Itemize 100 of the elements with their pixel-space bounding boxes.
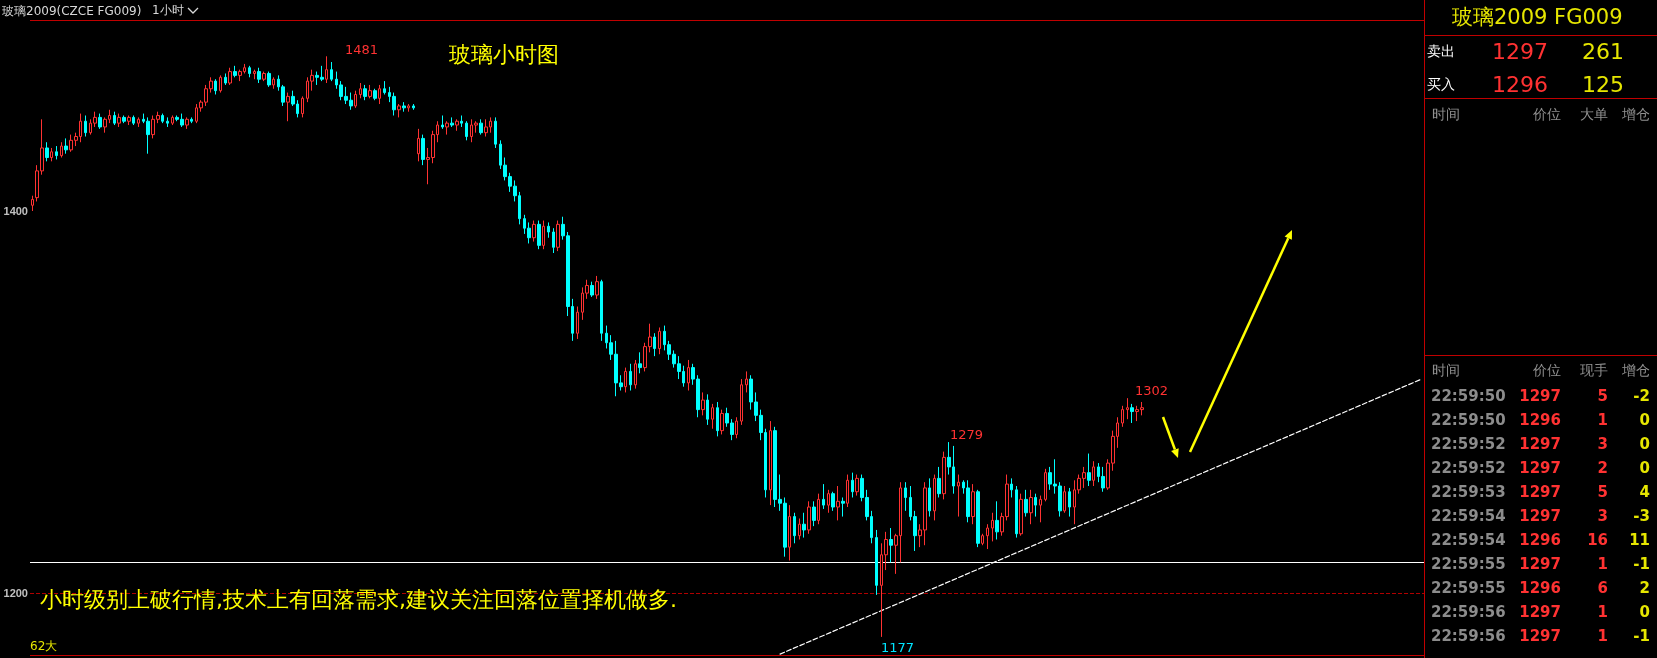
text: 1296 [1519,578,1561,597]
candlestick [55,145,58,160]
text: 2 [1597,458,1608,477]
candlestick [624,367,627,393]
text: 1297 [1519,506,1561,525]
candlestick [720,409,724,435]
candlestick [185,116,189,130]
candlestick [841,496,845,518]
candlestick [1029,489,1033,525]
candlestick [378,84,381,105]
candlestick [851,472,854,498]
candlestick [60,141,63,159]
candlestick [798,517,801,540]
candlestick [132,115,135,126]
text: 玻璃小时图 [449,41,559,67]
candlestick [233,65,237,78]
candlestick [590,281,594,298]
text: 1 [1597,602,1608,621]
candlestick [171,115,174,126]
candlestick [966,479,970,523]
candlestick [928,477,931,518]
candlestick [64,137,68,155]
candlestick [658,327,661,355]
candlestick [1039,495,1042,523]
candlestick [788,504,791,561]
text: 4 [1639,482,1650,501]
candlestick [802,512,806,539]
candlestick [117,113,121,128]
text: 22:59:56 [1431,602,1506,621]
text: 0 [1639,602,1650,621]
candlestick [363,84,367,101]
candlestick [1068,487,1071,518]
candlestick [407,103,410,113]
candlestick [359,82,362,99]
candlestick [45,141,49,162]
candlestick [822,483,825,510]
text: 1296 [1492,71,1548,98]
candlestick [532,220,536,243]
candlestick [735,416,738,439]
candlestick [354,90,357,109]
text: 增仓 [1622,362,1650,379]
candlestick [836,485,840,521]
text: 22:59:54 [1431,506,1506,525]
candlestick [455,118,459,132]
candlestick [687,359,690,392]
text: 价位 [1533,106,1561,123]
candlestick [1126,397,1129,420]
candlestick [1092,460,1095,487]
candlestick [1015,485,1018,539]
text: 1297 [1519,482,1561,501]
candlestick [981,533,984,546]
candlestick [31,195,34,212]
text: 现手 [1580,362,1608,379]
text: 0 [1639,458,1650,477]
text: 2 [1639,578,1650,597]
candlestick [325,55,328,84]
candlestick [330,61,333,82]
candlestick [904,481,907,512]
candlestick [257,67,261,84]
text: 5 [1597,386,1608,405]
candlestick [383,80,386,95]
text: 22:59:55 [1431,554,1506,573]
candlestick [262,71,266,82]
text: 1296 [1519,530,1561,549]
candlestick [716,401,719,437]
text: 时间 [1432,362,1460,379]
candlestick [286,92,290,122]
text: 3 [1597,434,1608,453]
text: 买入 [1427,76,1455,93]
candlestick [711,403,714,430]
candlestick [127,115,131,126]
text: 11 [1629,530,1650,549]
candlestick [701,391,705,416]
candlestick [219,74,222,94]
text: 1297 [1519,602,1561,621]
annotation: 小时级别上破行情,技术上有回落需求,建议关注回落位置择机做多. [40,586,677,613]
candlestick [855,474,859,497]
candlestick [397,103,401,118]
candlestick [84,115,87,137]
candlestick [817,493,820,525]
candlestick [875,529,878,596]
candlestick [1087,453,1091,487]
candlestick [653,332,656,357]
candlestick [991,512,994,542]
candlestick [537,220,541,250]
text: 22:59:55 [1431,578,1506,597]
candlestick [146,116,150,155]
text: 16 [1587,530,1608,549]
text: 增仓 [1622,106,1650,123]
text: 1 [1597,554,1608,573]
candlestick [889,527,893,563]
candlestick [166,116,169,128]
candlestick [445,120,449,136]
candlestick [986,523,989,550]
candlestick [122,115,126,124]
candlestick [629,363,632,392]
candlestick [552,227,555,254]
candlestick [1010,477,1013,498]
candlestick [113,111,116,126]
text: 22:59:53 [1431,482,1506,501]
